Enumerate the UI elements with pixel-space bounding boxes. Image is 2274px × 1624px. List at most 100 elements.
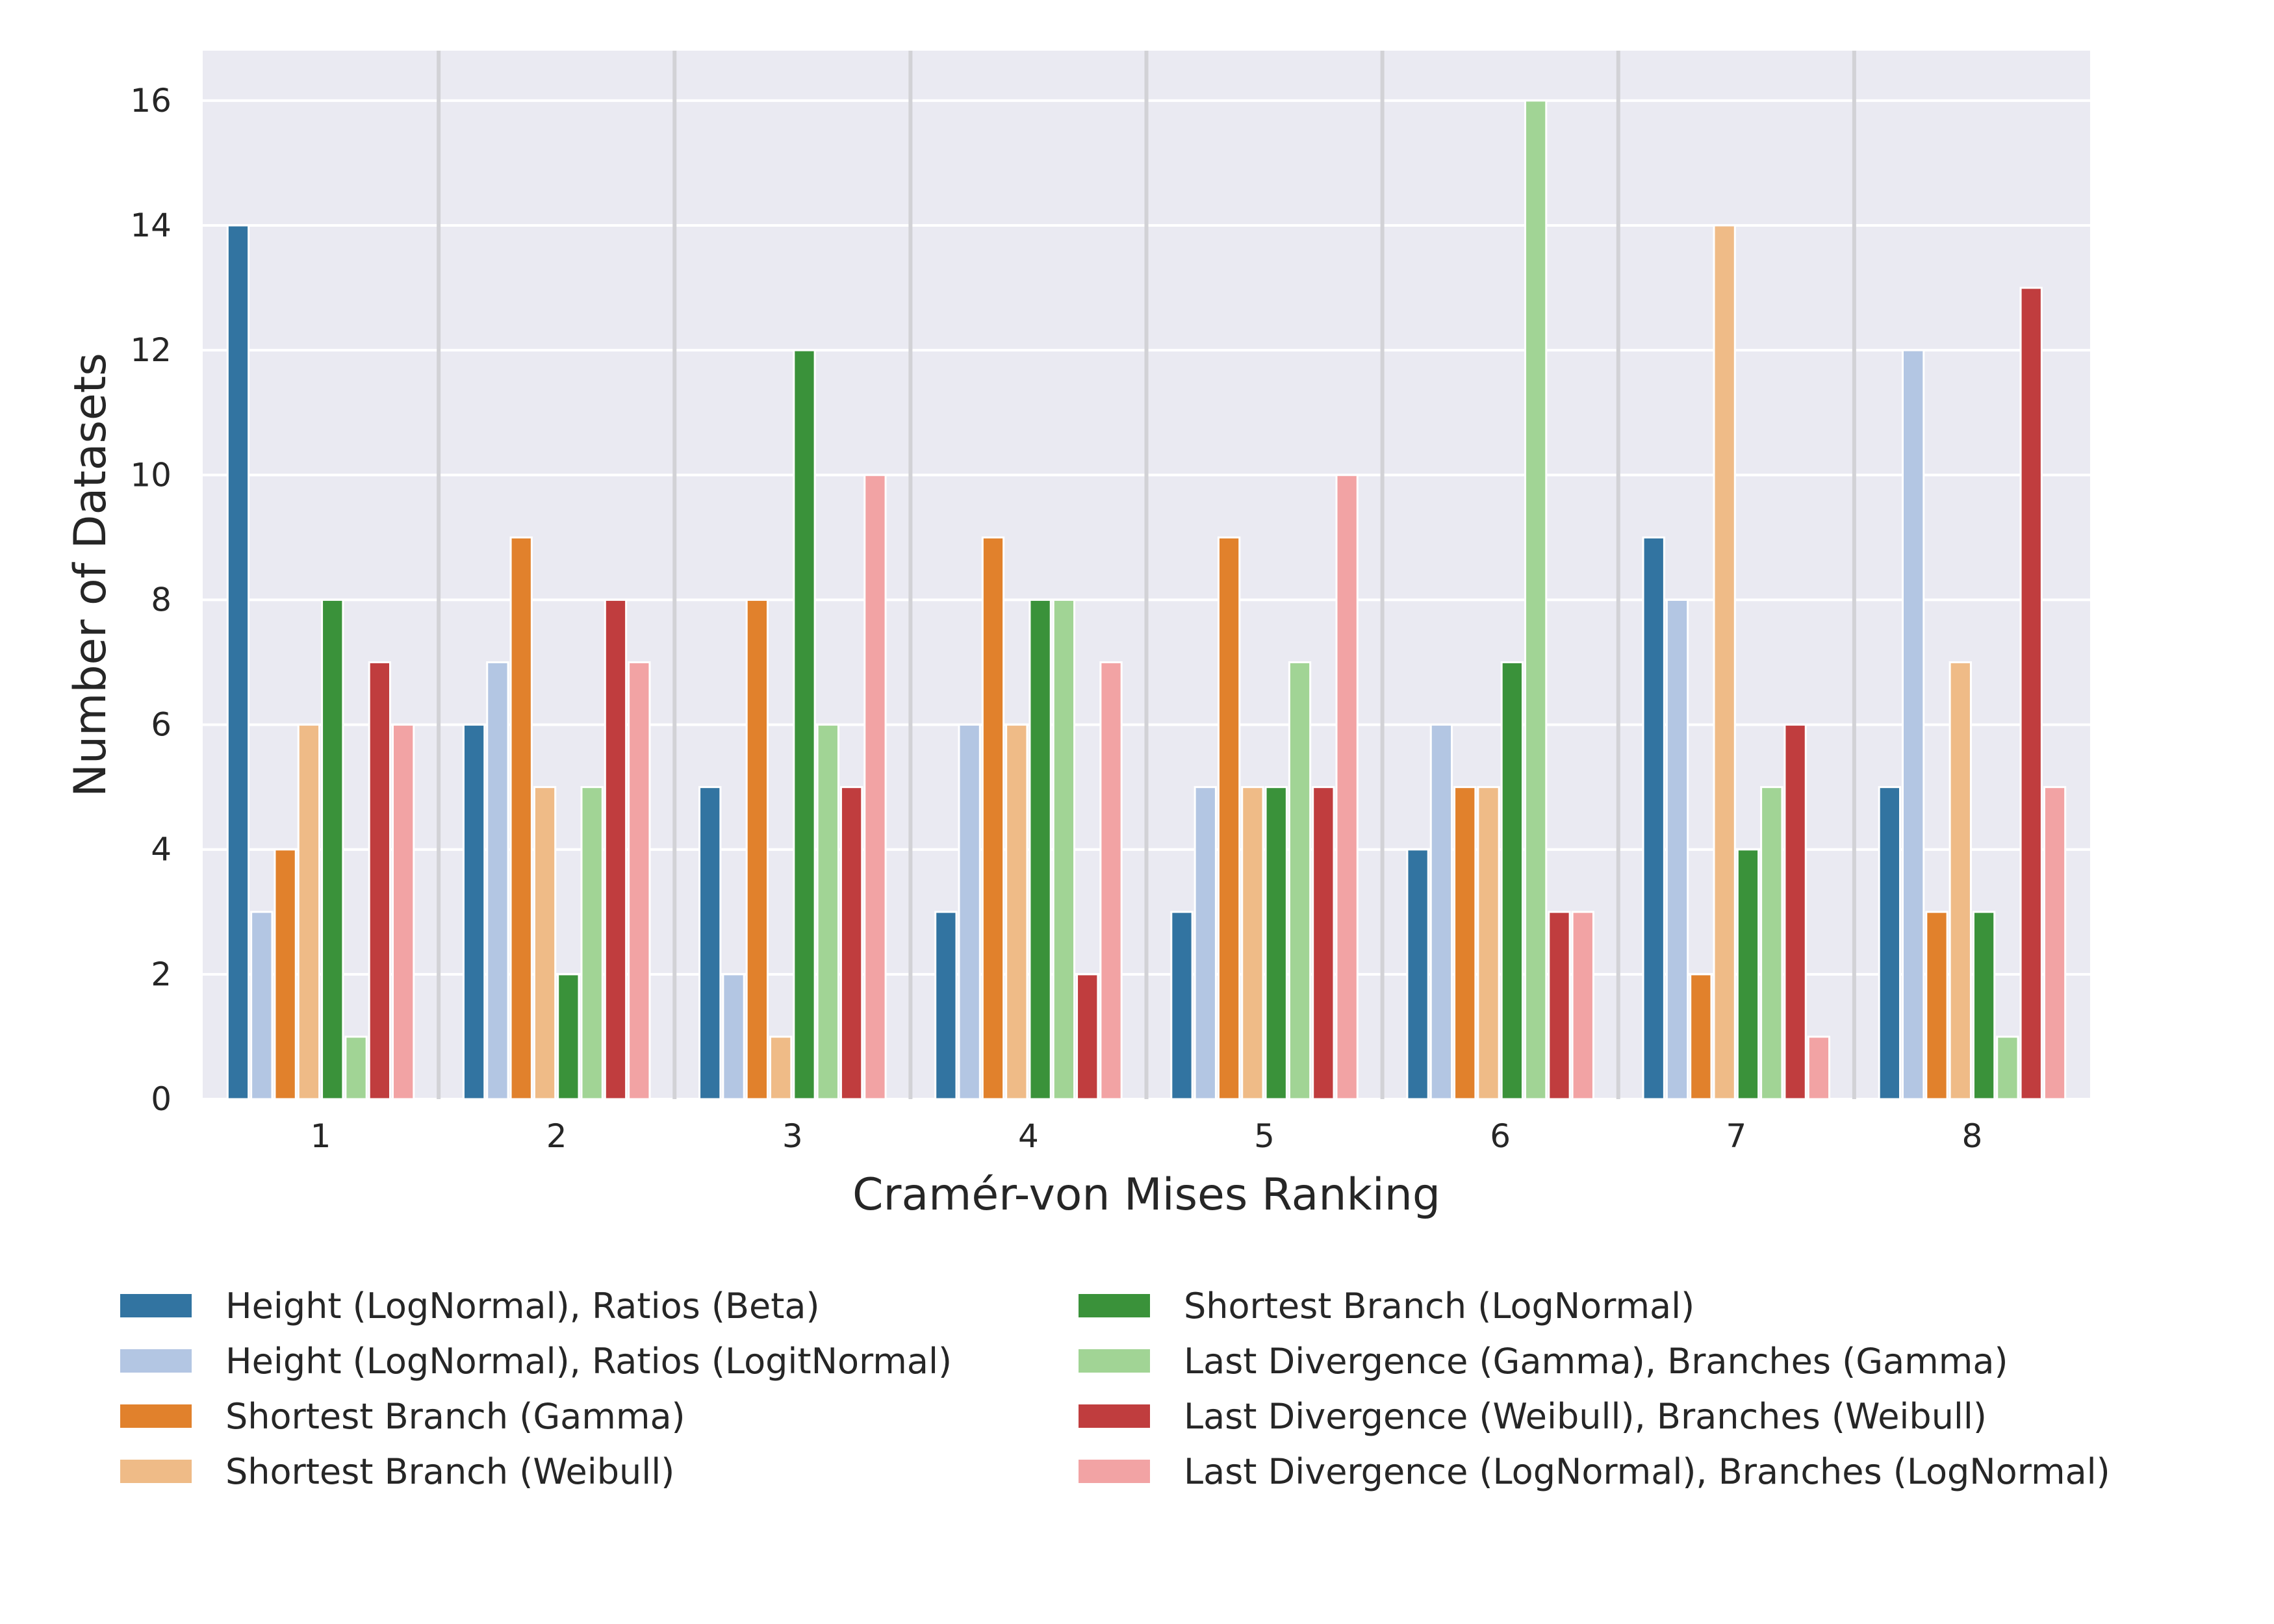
bars [226,99,2067,1100]
bar [1028,598,1052,1100]
bar [368,661,391,1100]
bar [1217,536,1241,1100]
legend-swatch [120,1349,192,1373]
y-axis-ticks: 0 2 4 6 8 10 12 14 16 [130,82,172,1118]
legend-swatch [1079,1294,1150,1317]
legend-label: Last Divergence (Gamma), Branches (Gamma… [1184,1340,2008,1382]
x-tick-label: 4 [1018,1117,1039,1155]
bar [816,724,839,1100]
y-tick-label: 6 [151,706,172,744]
bar [1760,786,1783,1100]
legend-swatch [1079,1349,1150,1373]
bar [1783,724,1807,1100]
bar [321,598,344,1100]
bar [1241,786,1264,1100]
legend-label: Shortest Branch (Weibull) [225,1451,675,1492]
bar [580,786,604,1100]
bar [1878,786,1901,1100]
bar [274,848,297,1100]
bar [462,724,486,1100]
bar [958,724,981,1100]
legend-label: Shortest Branch (Gamma) [225,1395,685,1437]
y-tick-label: 16 [130,82,172,120]
bar [1736,848,1760,1100]
bar [769,1035,793,1100]
legend-label: Height (LogNormal), Ratios (Beta) [225,1285,820,1326]
bar [863,474,887,1100]
legend-item: Shortest Branch (Weibull) [120,1444,674,1499]
bar [1335,474,1359,1100]
legend-label: Height (LogNormal), Ratios (LogitNormal) [225,1340,952,1382]
bar [1076,973,1099,1100]
y-tick-label: 14 [130,207,172,244]
group-separators [437,51,1856,1099]
legend: Height (LogNormal), Ratios (Beta) Height … [120,1278,2199,1499]
bar [1429,724,1453,1100]
bar [1972,911,1996,1100]
legend-swatch [120,1404,192,1428]
bar [226,224,250,1100]
legend-item: Height (LogNormal), Ratios (LogitNormal) [120,1334,952,1388]
x-tick-label: 7 [1726,1117,1746,1155]
x-tick-label: 6 [1490,1117,1511,1155]
bar [344,1035,368,1100]
bar [604,598,628,1100]
bar [1312,786,1335,1100]
bar [1807,1035,1831,1100]
legend-item: Last Divergence (LogNormal), Branches (L… [1079,1444,2110,1499]
legend-swatch [1079,1404,1150,1428]
bar [1264,786,1288,1100]
bar [1288,661,1312,1100]
bar [486,661,509,1100]
legend-swatch [1079,1460,1150,1483]
bar [1665,598,1689,1100]
bar [2019,286,2043,1100]
x-tick-label: 5 [1254,1117,1275,1155]
x-tick-label: 3 [782,1117,803,1155]
y-axis-title: Number of Datasets [65,353,116,797]
bar [1052,598,1076,1100]
bar [628,661,651,1100]
bar [1524,99,1548,1100]
y-tick-label: 8 [151,581,172,618]
bar [1477,786,1500,1100]
bar [1642,536,1665,1100]
legend-swatch [120,1294,192,1317]
y-tick-label: 12 [130,331,172,369]
bar [1194,786,1217,1100]
bar [1902,349,1925,1100]
bar [2043,786,2067,1100]
legend-item: Last Divergence (Weibull), Branches (Wei… [1079,1389,1987,1443]
bar [745,598,769,1100]
legend-swatch [120,1460,192,1483]
bar [1996,1035,2019,1100]
x-tick-label: 1 [311,1117,331,1155]
x-tick-label: 2 [546,1117,567,1155]
bar [392,724,415,1100]
bar [297,724,321,1100]
bar [698,786,722,1100]
y-tick-label: 0 [151,1080,172,1118]
x-axis-title: Cramér-von Mises Ranking [852,1169,1440,1221]
legend-item: Last Divergence (Gamma), Branches (Gamma… [1079,1334,2008,1388]
bar [1170,911,1194,1100]
bar [1406,848,1429,1100]
bar [934,911,958,1100]
bar [1925,911,1948,1100]
x-axis-ticks: 1 2 3 4 5 6 7 8 [311,1117,1983,1155]
bar [1713,224,1736,1100]
bar [1099,661,1123,1100]
bar [1689,973,1713,1100]
bar [981,536,1005,1100]
bar [1500,661,1524,1100]
bar [250,911,274,1100]
bar [509,536,533,1100]
legend-item: Shortest Branch (LogNormal) [1079,1278,1694,1333]
legend-item: Shortest Branch (Gamma) [120,1389,685,1443]
legend-label: Last Divergence (LogNormal), Branches (L… [1184,1451,2110,1492]
legend-label: Shortest Branch (LogNormal) [1184,1285,1695,1326]
legend-label: Last Divergence (Weibull), Branches (Wei… [1184,1395,1987,1437]
bar [722,973,745,1100]
bar [1005,724,1028,1100]
